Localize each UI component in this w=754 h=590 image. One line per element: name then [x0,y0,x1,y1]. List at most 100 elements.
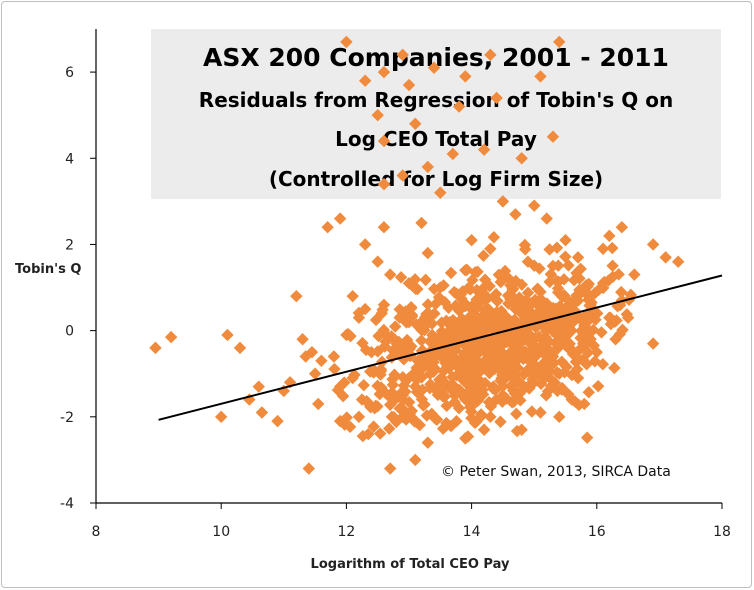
data-point [308,367,322,380]
data-point-cluster [465,309,478,323]
data-point-cluster [558,366,571,379]
data-point-cluster [570,363,584,376]
data-point [333,212,347,225]
data-point-cluster [507,339,520,353]
data-point-cluster [582,288,596,302]
data-point [509,208,522,221]
data-point-cluster [615,285,628,299]
data-point-cluster [478,307,491,320]
data-point [358,74,372,87]
data-point-cluster [523,328,536,341]
y-tick-label: 2 [65,237,74,253]
data-point-cluster [549,302,562,315]
data-point-cluster [517,313,531,327]
data-point-cluster [540,322,554,336]
data-point-cluster [587,339,600,352]
data-point [384,268,397,281]
data-point-cluster [610,314,623,327]
data-point-cluster [534,377,548,390]
data-point-cluster [439,329,452,342]
data-point [377,177,391,191]
data-point-cluster [356,336,369,350]
data-point [465,233,478,247]
data-point-cluster [550,274,563,288]
data-point-cluster [429,297,442,311]
data-point-cluster [483,279,496,293]
data-point-cluster [581,346,595,359]
data-point-cluster [384,391,397,404]
data-point-cluster [567,274,581,287]
data-point-cluster [444,266,458,280]
data-point [484,410,497,424]
data-point [346,289,359,303]
data-point [484,48,497,62]
data-point-cluster [569,312,583,326]
data-point-cluster [344,329,357,343]
data-point [484,242,497,255]
data-point-cluster [450,414,463,428]
data-point-cluster [461,430,475,443]
data-point-cluster [547,356,561,370]
data-point [646,238,660,251]
data-point-cluster [408,273,422,286]
data-point-cluster [404,302,418,315]
data-point-cluster [471,265,484,278]
data-point-cluster [570,266,583,280]
data-point-cluster [405,310,419,323]
y-tick-label: 4 [65,151,74,167]
data-point-cluster [415,371,428,384]
data-point [312,397,325,411]
data-point-cluster [418,323,431,337]
data-point-cluster [518,238,532,252]
data-point-cluster [383,398,397,412]
data-point [528,199,541,212]
data-point [221,328,234,342]
data-point-cluster [572,352,585,366]
data-point [427,61,441,74]
data-point [305,345,319,359]
data-point [402,78,416,92]
data-point-cluster [484,400,498,413]
data-point-cluster [557,289,571,302]
data-point-cluster [496,380,509,393]
data-point [421,160,434,174]
data-point-cluster [559,250,572,263]
data-point [459,70,472,83]
data-point-cluster [415,334,428,347]
data-point-cluster [515,278,529,291]
data-point-cluster [387,410,400,424]
data-point-cluster [539,331,552,344]
trend-line [158,274,723,421]
data-point [315,354,328,367]
data-point-cluster [508,384,521,397]
data-point-cluster [535,339,549,352]
data-point-cluster [532,330,546,344]
data-point-cluster [352,306,366,320]
data-point-cluster [364,401,377,414]
data-point-cluster [541,385,555,398]
data-point-cluster [450,287,463,300]
data-point [340,35,353,49]
data-point-cluster [348,368,361,382]
data-point [233,341,247,355]
data-point-cluster [522,316,536,329]
data-point [396,169,409,182]
y-tick-label: 6 [65,65,74,81]
data-point-cluster [480,361,493,374]
data-point-cluster [583,325,596,338]
data-point [215,410,228,424]
x-tick-label: 14 [463,524,481,540]
data-point-cluster [459,317,472,330]
data-point-cluster [592,283,605,297]
data-point-cluster [582,385,595,399]
data-point-cluster [572,398,586,412]
data-point-cluster [446,370,459,384]
x-tick-label: 10 [212,524,230,540]
data-point-cluster [551,384,564,398]
credit-text: © Peter Swan, 2013, SIRCA Data [441,464,671,480]
data-point-cluster [452,304,466,317]
data-point-cluster [448,389,461,402]
data-point-cluster [491,353,504,366]
data-point [596,242,610,255]
